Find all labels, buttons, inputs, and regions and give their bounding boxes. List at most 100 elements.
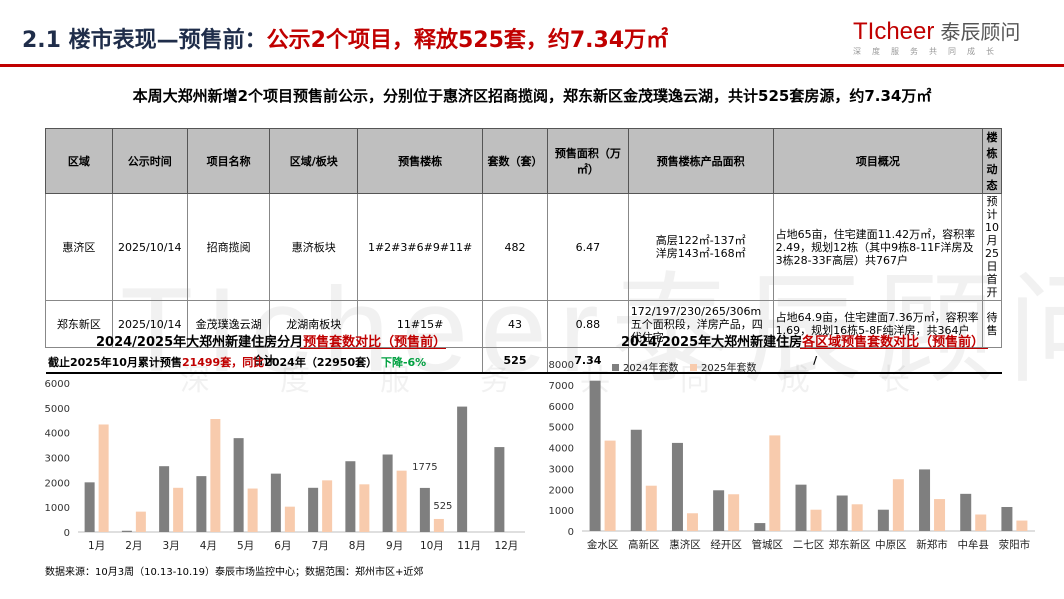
x-tick-label: 1月 bbox=[88, 540, 105, 552]
left-chart-title-red: 预售套数对比 bbox=[303, 335, 382, 350]
bar-series-2024 bbox=[671, 442, 683, 531]
bar-series-2025 bbox=[686, 513, 698, 531]
bar-series-2025 bbox=[1016, 520, 1028, 531]
left-chart-title-post: （预售前） bbox=[381, 335, 447, 350]
x-tick-label: 高新区 bbox=[628, 538, 660, 551]
legend-swatch bbox=[690, 364, 697, 371]
legend-label: 2024年套数 bbox=[623, 361, 678, 374]
bar-series-2024 bbox=[457, 406, 468, 532]
table-cell: 43 bbox=[482, 300, 548, 348]
x-tick-label: 中原区 bbox=[875, 538, 907, 551]
note-part: 2024年（22950套） bbox=[264, 356, 378, 369]
x-tick-label: 二七区 bbox=[793, 539, 825, 551]
right-chart-title-red: 各区域预售套数对比（预售前） bbox=[802, 335, 985, 350]
district-presale-chart: 0 1000 2000 3000 4000 5000 6000 7000 8000 金水区 高新区惠… bbox=[549, 360, 1035, 551]
bar-series-2024 bbox=[589, 380, 601, 531]
bar-series-2024 bbox=[382, 454, 393, 532]
y-tick-label: 1000 bbox=[45, 503, 70, 514]
right-chart-title-underline bbox=[800, 348, 988, 349]
y-tick-label: 8000 bbox=[549, 360, 574, 371]
bar-series-2024 bbox=[308, 487, 319, 532]
data-label: 1775 bbox=[412, 462, 437, 473]
table-header-row: 区域 公示时间 项目名称 区域/板块 预售楼栋 套数（套） 预售面积（万㎡） 预… bbox=[45, 128, 1002, 194]
y-tick-label: 2000 bbox=[45, 478, 70, 489]
y-tick-label: 7000 bbox=[549, 381, 574, 392]
bar-series-2024 bbox=[754, 523, 766, 531]
table-row: 郑东新区 2025/10/14 金茂璞逸云湖 龙湖南板块 11#15# 43 0… bbox=[45, 300, 1002, 348]
x-tick-label: 11月 bbox=[457, 540, 481, 552]
x-tick-label: 2月 bbox=[125, 540, 142, 552]
y-tick-label: 4000 bbox=[45, 429, 70, 440]
x-tick-label: 惠济区 bbox=[669, 538, 701, 551]
legend-label: 2025年套数 bbox=[701, 361, 756, 374]
x-tick-label: 7月 bbox=[312, 540, 329, 552]
x-tick-label: 12月 bbox=[494, 540, 518, 552]
bar-series-2024 bbox=[960, 493, 972, 531]
bar-series-2024 bbox=[919, 469, 931, 531]
right-chart-title-pre: 2024/2025年大郑州新建住房 bbox=[621, 335, 803, 350]
y-tick-label: 2000 bbox=[549, 485, 574, 496]
table-cell: 172/197/230/265/306m五个面积段，洋房产品，四代住宅 bbox=[627, 300, 774, 348]
bar-series-2025 bbox=[396, 470, 407, 532]
x-tick-label: 郑东新区 bbox=[829, 538, 871, 551]
presale-table: 区域 公示时间 项目名称 区域/板块 预售楼栋 套数（套） 预售面积（万㎡） 预… bbox=[45, 128, 1002, 374]
bar-series-2025 bbox=[210, 419, 221, 532]
bar-series-2024 bbox=[270, 473, 281, 532]
x-tick-label: 中牟县 bbox=[957, 538, 989, 551]
table-cell: 招商揽阅 bbox=[186, 193, 271, 301]
table-cell: 6.47 bbox=[546, 193, 629, 301]
bar-series-2024 bbox=[713, 490, 725, 531]
col-header: 楼栋动态 bbox=[982, 128, 1002, 194]
x-tick-label: 金水区 bbox=[587, 538, 619, 551]
bar-series-2025 bbox=[433, 518, 444, 532]
table-cell: 惠济板块 bbox=[269, 193, 359, 301]
col-header: 公示时间 bbox=[111, 128, 188, 194]
title-divider bbox=[0, 64, 1064, 67]
bar-series-2025 bbox=[173, 487, 184, 532]
monthly-presale-chart: 0 1000 2000 3000 4000 5000 6000 1月 2月 3月 4月 5月 6月 7月 8… bbox=[45, 379, 525, 552]
legend-swatch bbox=[612, 364, 619, 371]
y-tick-label: 3000 bbox=[45, 454, 70, 465]
note-part: ，同比 bbox=[231, 356, 265, 369]
table-cell: 郑东新区 bbox=[45, 300, 113, 348]
bar-series-2025 bbox=[892, 479, 904, 531]
table-cell: 1#2#3#6#9#11# bbox=[357, 193, 484, 301]
col-header: 项目概况 bbox=[772, 128, 984, 194]
table-cell: 11#15# bbox=[357, 300, 484, 348]
company-logo: TIcheer 泰辰顾问 深度服务共同成长 bbox=[853, 16, 1020, 57]
table-cell: 482 bbox=[482, 193, 548, 301]
bar-series-2024 bbox=[1001, 506, 1013, 531]
x-tick-label: 荥阳市 bbox=[999, 538, 1031, 551]
bar-series-2025 bbox=[645, 485, 657, 531]
logo-cn-text: 泰辰顾问 bbox=[940, 20, 1021, 44]
table-cell: 龙湖南板块 bbox=[269, 300, 359, 348]
col-header: 项目名称 bbox=[186, 128, 271, 194]
col-header: 预售面积（万㎡） bbox=[546, 128, 629, 194]
bar-series-2025 bbox=[728, 494, 740, 531]
x-tick-label: 4月 bbox=[200, 540, 217, 552]
bar-series-2024 bbox=[121, 530, 132, 532]
table-cell: 2025/10/14 bbox=[111, 193, 188, 301]
x-tick-label: 8月 bbox=[349, 540, 366, 552]
table-cell: 2025/10/14 bbox=[111, 300, 188, 348]
y-tick-label: 6000 bbox=[45, 379, 70, 390]
table-cell: 惠济区 bbox=[45, 193, 113, 301]
note-part: 截止2025年10月累计预售 bbox=[48, 356, 182, 369]
bar-series-2025 bbox=[359, 484, 370, 532]
x-tick-label: 5月 bbox=[237, 540, 254, 552]
table-cell: 金茂璞逸云湖 bbox=[186, 300, 271, 348]
table-row: 惠济区 2025/10/14 招商揽阅 惠济板块 1#2#3#6#9#11# 4… bbox=[45, 193, 1002, 301]
table-cell: 高层122㎡-137㎡ 洋房143㎡-168㎡ bbox=[627, 193, 774, 301]
note-part: 21499套 bbox=[181, 356, 232, 369]
col-header: 套数（套） bbox=[482, 128, 548, 194]
title-highlight: 公示2个项目，释放525套，约7.34万㎡ bbox=[266, 28, 669, 53]
bar-series-2025 bbox=[135, 511, 146, 532]
col-header: 预售楼栋产品面积 bbox=[627, 128, 774, 194]
col-header: 区域/板块 bbox=[269, 128, 359, 194]
col-header: 预售楼栋 bbox=[357, 128, 484, 194]
bar-series-2024 bbox=[877, 509, 889, 531]
bar-series-2024 bbox=[345, 461, 356, 532]
y-tick-label: 1000 bbox=[549, 506, 574, 517]
y-tick-label: 4000 bbox=[549, 444, 574, 455]
x-tick-label: 新郑市 bbox=[916, 538, 948, 551]
